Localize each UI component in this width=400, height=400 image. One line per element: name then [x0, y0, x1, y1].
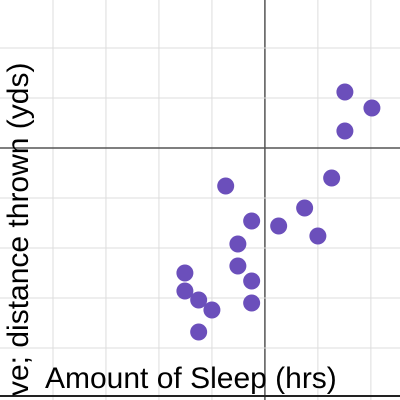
point [203, 301, 221, 319]
point [243, 272, 261, 290]
point [229, 257, 247, 275]
point [336, 83, 354, 101]
point [217, 177, 235, 195]
y-axis-label: ve; distance thrown (yds) [2, 63, 35, 396]
point [323, 169, 341, 187]
point [336, 122, 354, 140]
point [243, 294, 261, 312]
point [270, 217, 288, 235]
point [309, 227, 327, 245]
points [176, 83, 381, 341]
point [363, 99, 381, 117]
point [190, 323, 208, 341]
point [296, 199, 314, 217]
point [176, 264, 194, 282]
point [190, 291, 208, 309]
point [229, 235, 247, 253]
point [176, 282, 194, 300]
point [243, 212, 261, 230]
x-axis-label: Amount of Sleep (hrs) [45, 362, 337, 395]
